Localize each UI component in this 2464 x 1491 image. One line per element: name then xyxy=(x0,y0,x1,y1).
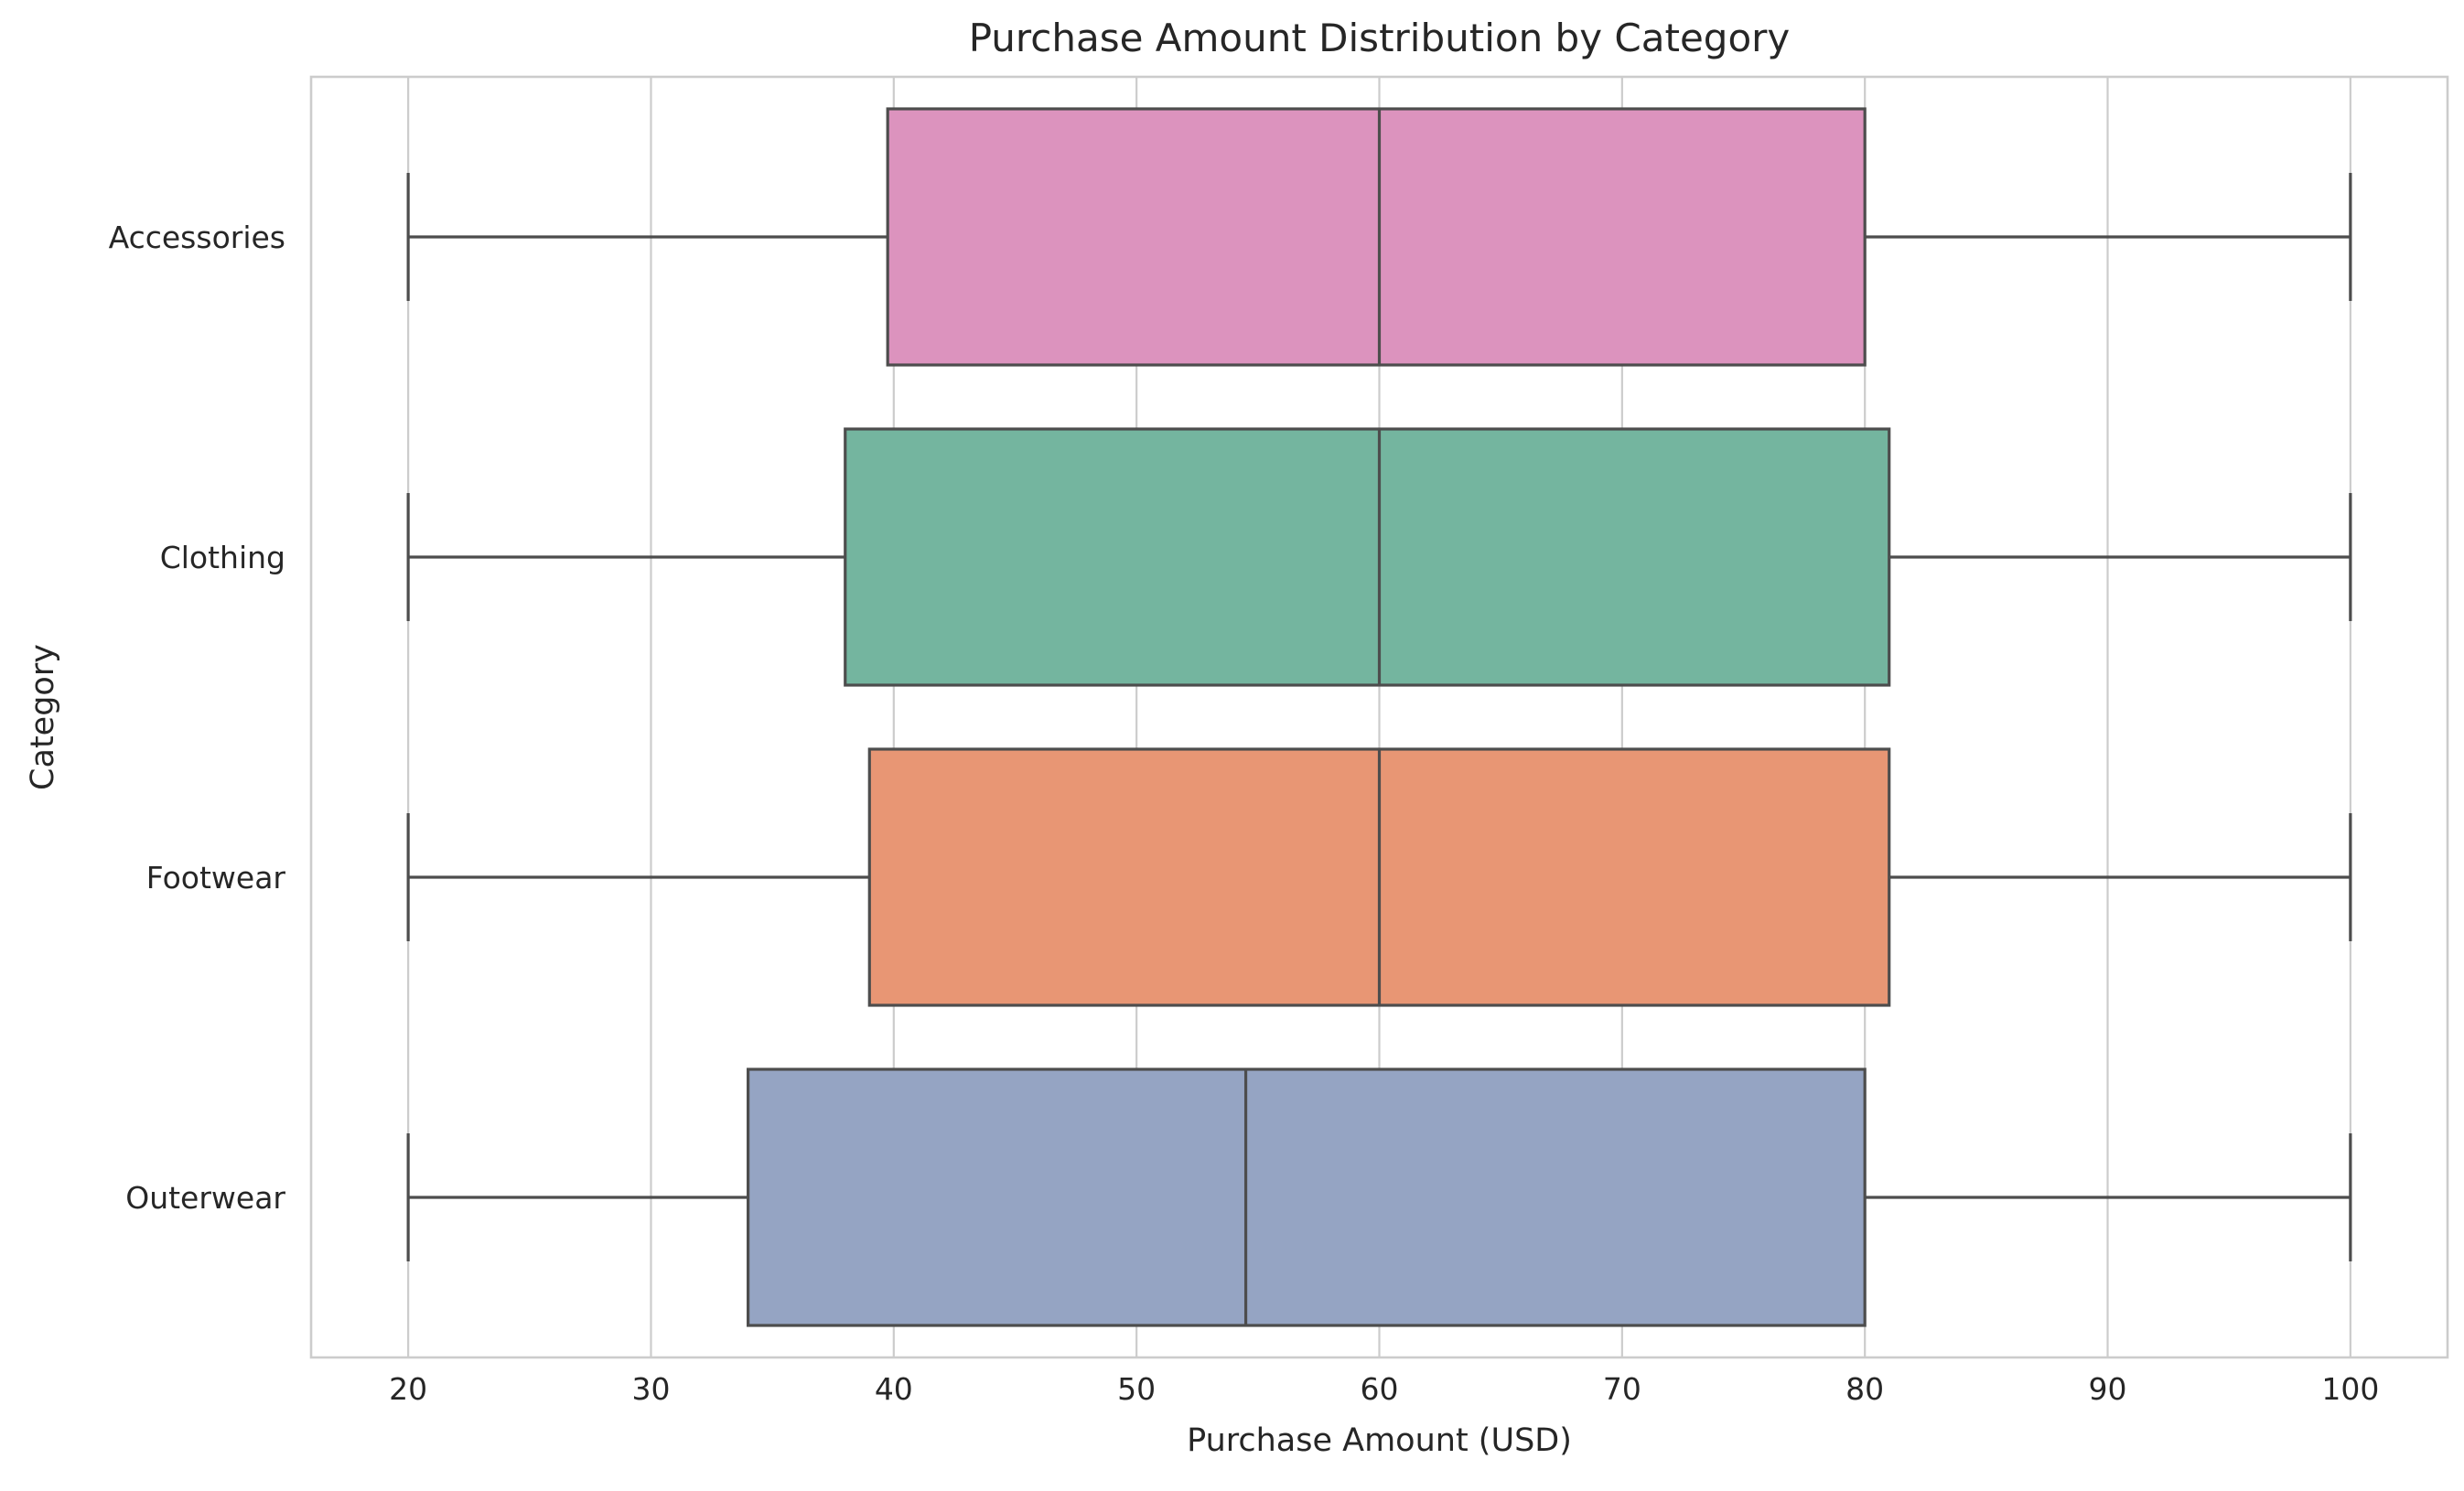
y-tick-label: Accessories xyxy=(109,220,285,255)
iqr-box xyxy=(844,427,1891,687)
x-tick-label: 30 xyxy=(631,1371,670,1407)
chart-title: Purchase Amount Distribution by Category xyxy=(969,16,1791,60)
x-tick-label: 60 xyxy=(1361,1371,1399,1407)
x-tick-label: 50 xyxy=(1117,1371,1156,1407)
box-group-clothing xyxy=(406,427,2352,687)
box-group-accessories xyxy=(406,107,2352,367)
box-group-outerwear xyxy=(406,1067,2352,1327)
x-tick-label: 70 xyxy=(1603,1371,1641,1407)
plot-frame xyxy=(309,75,2449,1359)
y-tick-label: Clothing xyxy=(160,540,285,575)
x-tick-label: 20 xyxy=(389,1371,427,1407)
x-tick-label: 80 xyxy=(1845,1371,1884,1407)
x-tick-label: 100 xyxy=(2321,1371,2379,1407)
iqr-box xyxy=(747,1067,1867,1327)
box-group-footwear xyxy=(406,747,2352,1007)
x-tick-label: 40 xyxy=(875,1371,913,1407)
tick-layer: 20 30 40 50 60 70 80 90 100 Accessories Clothing Fo… xyxy=(109,220,2380,1407)
y-tick-label: Outerwear xyxy=(125,1180,285,1216)
box-layer xyxy=(406,107,2352,1327)
iqr-box xyxy=(886,107,1867,367)
y-tick-label: Footwear xyxy=(146,860,286,896)
y-axis-label: Category xyxy=(25,644,61,790)
x-tick-label: 90 xyxy=(2089,1371,2127,1407)
x-axis-label: Purchase Amount (USD) xyxy=(1187,1422,1572,1459)
